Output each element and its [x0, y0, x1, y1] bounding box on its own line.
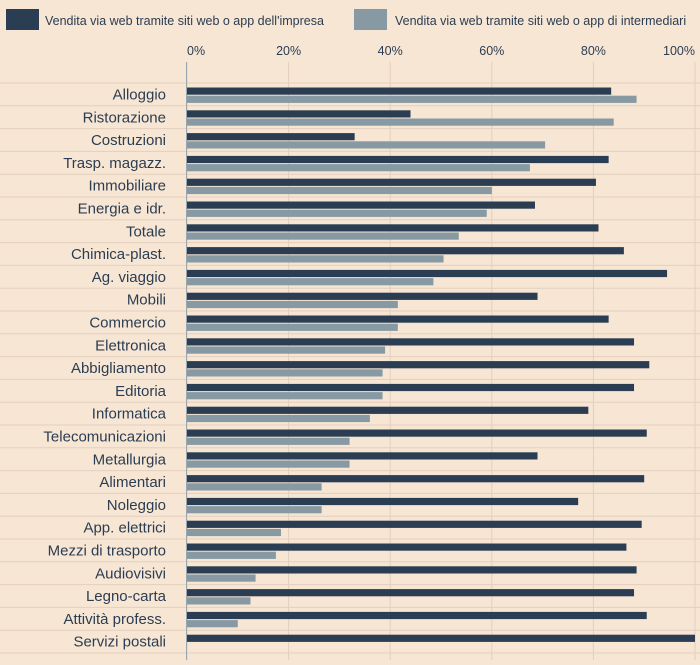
category-label: Energia e idr.: [78, 201, 166, 218]
category-label: Alimentari: [99, 474, 166, 491]
bar-series-2: [187, 255, 444, 263]
bar-series-2: [187, 323, 398, 331]
legend-swatch-series-2: [354, 9, 387, 30]
category-label: App. elettrici: [83, 520, 166, 537]
x-tick-label: 40%: [378, 44, 403, 58]
bar-series-1: [187, 406, 589, 414]
bar-series-2: [187, 232, 459, 240]
bar-series-1: [187, 361, 650, 369]
category-label: Totale: [126, 223, 166, 240]
bar-series-2: [187, 118, 614, 126]
category-label: Commercio: [89, 315, 166, 332]
bar-series-1: [187, 520, 642, 528]
category-label: Costruzioni: [91, 132, 166, 149]
bar-series-2: [187, 528, 281, 537]
bar-series-2: [187, 300, 398, 309]
x-tick-label: 80%: [581, 44, 606, 58]
bar-series-2: [187, 437, 350, 445]
bar-series-1: [187, 543, 627, 551]
bar-series-2: [187, 164, 530, 172]
bar-series-1: [187, 566, 637, 574]
legend-label-series-1: Vendita via web tramite siti web o app d…: [45, 14, 324, 28]
bar-series-1: [187, 315, 609, 323]
bar-series-1: [187, 611, 647, 620]
category-label: Servizi postali: [73, 634, 166, 651]
bar-series-2: [187, 95, 637, 103]
bar-series-1: [187, 429, 647, 437]
x-tick-label: 20%: [276, 44, 301, 58]
bar-series-2: [187, 574, 256, 582]
category-label: Immobiliare: [88, 178, 166, 195]
bar-series-2: [187, 369, 383, 377]
bar-series-2: [187, 392, 383, 400]
bar-series-1: [187, 292, 538, 300]
legend-label-series-2: Vendita via web tramite siti web o app d…: [395, 14, 686, 28]
category-label: Ag. viaggio: [92, 269, 166, 286]
category-label: Mobili: [127, 292, 166, 309]
bar-series-1: [187, 87, 612, 95]
bar-series-1: [187, 475, 645, 483]
bar-series-2: [187, 483, 322, 491]
bar-series-1: [187, 452, 538, 460]
category-label: Chimica-plast.: [71, 246, 166, 263]
legend: Vendita via web tramite siti web o app d…: [6, 9, 686, 30]
bar-series-2: [187, 597, 251, 605]
bar-series-1: [187, 383, 635, 392]
bar-series-1: [187, 178, 596, 186]
bar-series-1: [187, 269, 668, 278]
bar-series-2: [187, 278, 434, 286]
category-label: Informatica: [92, 406, 167, 423]
bar-series-2: [187, 620, 238, 628]
bar-series-2: [187, 460, 350, 468]
bar-series-2: [187, 209, 487, 217]
category-label: Noleggio: [107, 497, 166, 514]
legend-swatch-series-1: [6, 9, 39, 30]
bar-series-1: [187, 110, 411, 118]
category-label: Audiovisivi: [95, 565, 166, 582]
category-label: Mezzi di trasporto: [48, 543, 166, 560]
category-label: Metallurgia: [93, 451, 167, 468]
bar-series-2: [187, 551, 276, 559]
category-label: Trasp. magazz.: [63, 155, 166, 172]
bar-series-1: [187, 338, 635, 346]
bar-series-1: [187, 497, 579, 506]
bar-series-1: [187, 589, 635, 597]
bar-series-2: [187, 506, 322, 514]
x-tick-label: 0%: [187, 44, 205, 58]
category-label: Alloggio: [113, 87, 166, 104]
bar-series-1: [187, 155, 609, 164]
bar-series-1: [187, 133, 355, 141]
bar-series-2: [187, 414, 370, 423]
category-label: Editoria: [115, 383, 167, 400]
category-label: Telecomunicazioni: [43, 429, 166, 446]
x-tick-label: 60%: [479, 44, 504, 58]
bar-series-2: [187, 186, 492, 195]
category-label: Elettronica: [95, 337, 167, 354]
bar-series-1: [187, 634, 695, 642]
category-label: Attività profess.: [63, 611, 166, 628]
bar-series-1: [187, 247, 624, 255]
bar-series-2: [187, 141, 546, 149]
category-label: Abbigliamento: [71, 360, 166, 377]
bar-series-1: [187, 201, 535, 209]
bar-series-1: [187, 224, 599, 232]
category-label: Legno-carta: [86, 588, 167, 605]
category-label: Ristorazione: [83, 109, 166, 126]
x-tick-label: 100%: [663, 44, 695, 58]
bar-series-2: [187, 346, 386, 354]
